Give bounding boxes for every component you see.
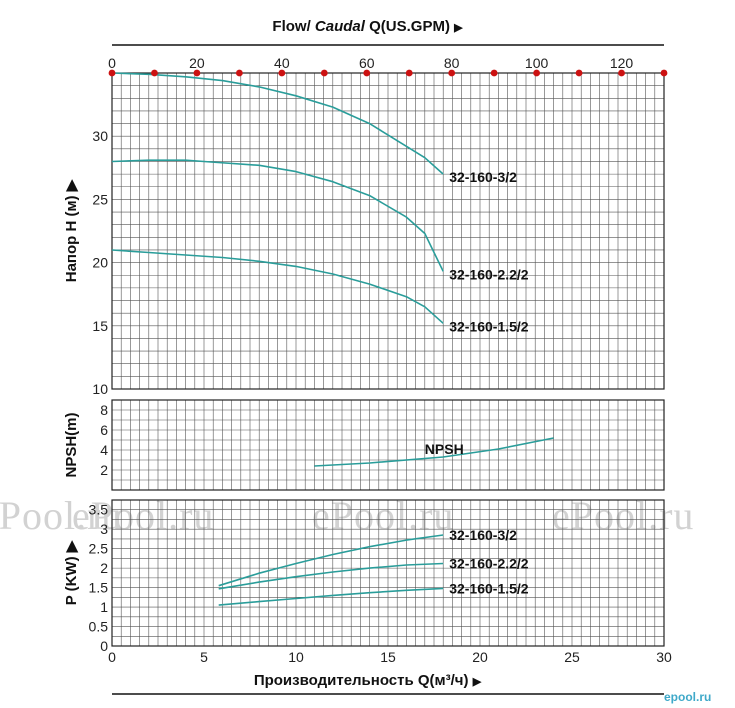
x-tick-label: 10 bbox=[288, 649, 304, 665]
gpm-marker-dot bbox=[660, 69, 668, 77]
gpm-marker-dot bbox=[320, 69, 328, 77]
x-tick-label: 15 bbox=[380, 649, 396, 665]
top-tick-label: 60 bbox=[359, 55, 375, 71]
series-label: 32-160-2.2/2 bbox=[449, 555, 529, 571]
top-tick-label: 120 bbox=[610, 55, 634, 71]
series-label: 32-160-3/2 bbox=[449, 527, 517, 543]
gpm-marker-dot bbox=[363, 69, 371, 77]
gpm-marker-dot bbox=[448, 69, 456, 77]
series-line bbox=[218, 534, 444, 587]
y-tick-label: 30 bbox=[92, 128, 108, 144]
y-tick-label: 2.5 bbox=[89, 541, 109, 557]
x-tick-label: 5 bbox=[200, 649, 208, 665]
panel-frame bbox=[111, 72, 665, 390]
x-tick-label: 20 bbox=[472, 649, 488, 665]
series-label: 32-160-3/2 bbox=[449, 169, 517, 185]
y-tick-label: 4 bbox=[100, 442, 108, 458]
series-line bbox=[111, 249, 444, 324]
y-tick-label: 25 bbox=[92, 191, 108, 207]
top-axis-title: Flow/ Caudal Q(US.GPM) ▶ bbox=[272, 18, 463, 35]
npsh-panel bbox=[111, 399, 665, 491]
top-tick-label: 80 bbox=[444, 55, 460, 71]
series-line bbox=[314, 437, 554, 467]
series-line bbox=[111, 72, 444, 175]
top-tick-label: 0 bbox=[108, 55, 116, 71]
y-tick-label: 1.5 bbox=[89, 580, 109, 596]
gpm-marker-dot bbox=[533, 69, 541, 77]
series-line bbox=[218, 562, 444, 590]
top-tick-label: 20 bbox=[189, 55, 205, 71]
y-tick-label: 1 bbox=[100, 599, 108, 615]
y-tick-label: 3 bbox=[100, 521, 108, 537]
gpm-marker-dot bbox=[193, 69, 201, 77]
series-label: 32-160-2.2/2 bbox=[449, 266, 529, 282]
top-tick-label: 40 bbox=[274, 55, 290, 71]
y-tick-label: 2 bbox=[100, 560, 108, 576]
gpm-marker-dot bbox=[108, 69, 116, 77]
panel-frame bbox=[111, 399, 665, 491]
y-axis-label: Напор H (м) ▶ bbox=[63, 178, 80, 282]
y-tick-label: 10 bbox=[92, 381, 108, 397]
y-tick-label: 2 bbox=[100, 462, 108, 478]
watermark: ePool.ru bbox=[0, 493, 123, 538]
power-panel bbox=[111, 499, 665, 647]
y-tick-label: 0.5 bbox=[89, 619, 109, 635]
gpm-marker-dot bbox=[151, 69, 158, 77]
y-axis-label: NPSH(m) bbox=[63, 412, 80, 477]
gpm-marker-dot bbox=[405, 69, 413, 77]
y-tick-label: 3.5 bbox=[89, 502, 109, 518]
top-tick-label: 100 bbox=[525, 55, 549, 71]
y-tick-label: 20 bbox=[92, 255, 108, 271]
gpm-marker-dot bbox=[490, 69, 498, 77]
y-tick-label: 0 bbox=[100, 638, 108, 654]
series-line bbox=[218, 587, 444, 606]
x-tick-label: 30 bbox=[656, 649, 672, 665]
y-axis-label: P (KW) ▶ bbox=[63, 539, 80, 605]
panel-frame bbox=[111, 499, 665, 647]
series-label: NPSH bbox=[425, 441, 464, 457]
gpm-marker-dot bbox=[575, 69, 583, 77]
arrow-right-icon: ▶ bbox=[454, 22, 463, 34]
series-label: 32-160-1.5/2 bbox=[449, 580, 529, 596]
y-tick-label: 8 bbox=[100, 402, 108, 418]
gpm-marker-dot bbox=[235, 69, 243, 77]
arrow-right-icon: ▶ bbox=[472, 676, 482, 688]
series-label: 32-160-1.5/2 bbox=[449, 318, 529, 334]
gpm-marker-dot bbox=[618, 69, 625, 77]
x-tick-label: 0 bbox=[108, 649, 116, 665]
gpm-marker-dot bbox=[278, 69, 286, 77]
watermark-small: epool.ru bbox=[664, 690, 712, 704]
x-axis-title: Производительность Q(м³/ч) ▶ bbox=[253, 672, 482, 689]
y-tick-label: 15 bbox=[92, 318, 108, 334]
series-line bbox=[111, 159, 444, 272]
y-tick-label: 6 bbox=[100, 422, 108, 438]
head-panel bbox=[111, 72, 665, 390]
x-tick-label: 25 bbox=[564, 649, 580, 665]
